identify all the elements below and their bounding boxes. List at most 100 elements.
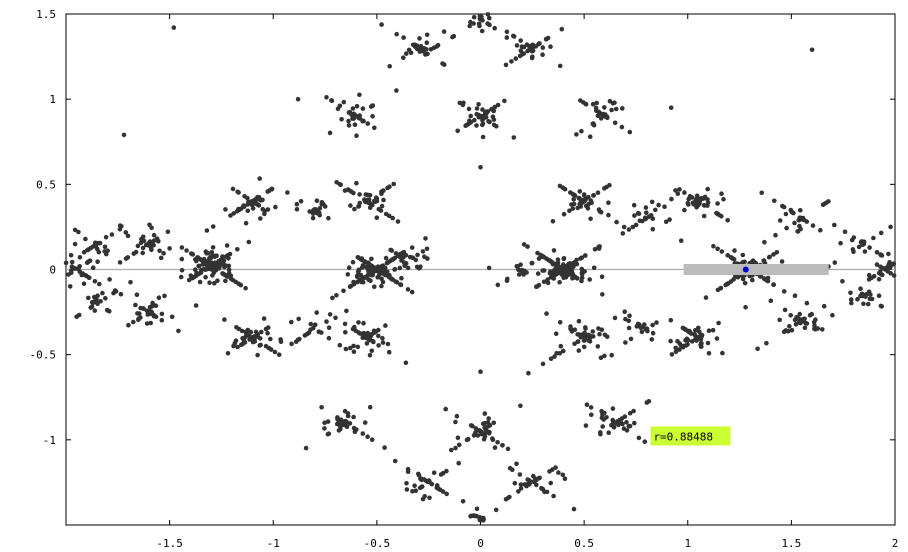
data-point [365,330,371,336]
data-point [563,267,569,272]
data-point [627,129,633,135]
data-point [627,423,633,429]
data-point [602,332,608,338]
data-point [607,98,613,104]
data-point [159,318,165,323]
data-point [224,273,229,279]
data-point [158,255,164,261]
data-point [370,114,375,119]
data-point [705,200,711,205]
data-point [351,112,357,118]
data-point [427,495,432,501]
data-point [598,355,604,361]
data-point [644,210,649,215]
data-point [865,301,871,307]
data-point [258,342,263,348]
data-point [346,123,352,128]
data-point [210,245,216,250]
data-point [325,419,331,424]
data-point [435,42,441,48]
data-point [774,250,780,255]
data-point [209,250,215,255]
x-tick-label: 0 [477,537,484,550]
data-point [491,420,497,426]
data-point [234,325,239,330]
data-point [356,115,361,120]
data-point [308,321,314,327]
data-point [519,267,525,273]
data-point [355,269,361,275]
data-point [632,420,637,426]
data-point [624,428,630,433]
data-point [184,248,189,253]
data-point [255,194,260,200]
slider-track[interactable] [683,264,829,275]
data-point [302,333,308,338]
point-cloud [63,12,897,523]
data-point [210,224,216,229]
data-point [802,325,808,331]
data-point [357,192,362,197]
data-point [740,252,746,258]
data-point [540,253,545,259]
data-point [455,435,461,441]
data-point [784,225,789,231]
data-point [245,195,250,201]
data-point [224,243,230,248]
data-point [705,186,710,192]
data-point [89,299,95,305]
data-point [557,183,563,189]
data-point [259,329,264,335]
data-point [795,229,801,234]
data-point [383,255,389,261]
data-point [581,192,587,197]
data-point [246,239,252,245]
data-point [606,212,611,218]
data-point [598,209,604,215]
data-point [352,206,357,212]
data-point [606,200,611,205]
data-point [521,242,527,247]
data-point [190,252,196,257]
data-point [547,469,552,474]
data-point [572,193,577,198]
data-point [289,341,294,347]
data-point [404,481,409,486]
data-point [474,123,479,128]
data-point [354,104,360,109]
data-point [465,121,471,127]
data-point [484,428,489,434]
data-point [345,272,351,277]
data-point [511,34,517,39]
data-point [586,201,591,207]
data-point [555,257,561,262]
data-point [680,325,686,331]
data-point [832,222,837,228]
data-point [394,88,399,93]
data-point [324,319,329,324]
data-point [518,38,523,43]
data-point [222,317,227,322]
data-point [249,202,255,208]
data-point [536,475,542,481]
data-point [507,465,513,471]
data-point [563,273,568,279]
data-point [646,399,652,404]
data-point [380,279,386,285]
data-point [139,236,144,242]
data-point [83,236,88,242]
data-point [482,411,488,416]
data-point [358,272,364,278]
slider-marker[interactable] [742,266,749,273]
data-point [581,100,586,105]
data-point [514,461,519,467]
data-point [322,426,327,431]
data-point [81,281,87,287]
data-point [755,346,760,352]
data-point [484,110,489,116]
data-point [764,340,769,346]
data-point [351,349,357,355]
data-point [417,36,422,41]
data-point [560,348,566,354]
data-point [715,246,720,252]
